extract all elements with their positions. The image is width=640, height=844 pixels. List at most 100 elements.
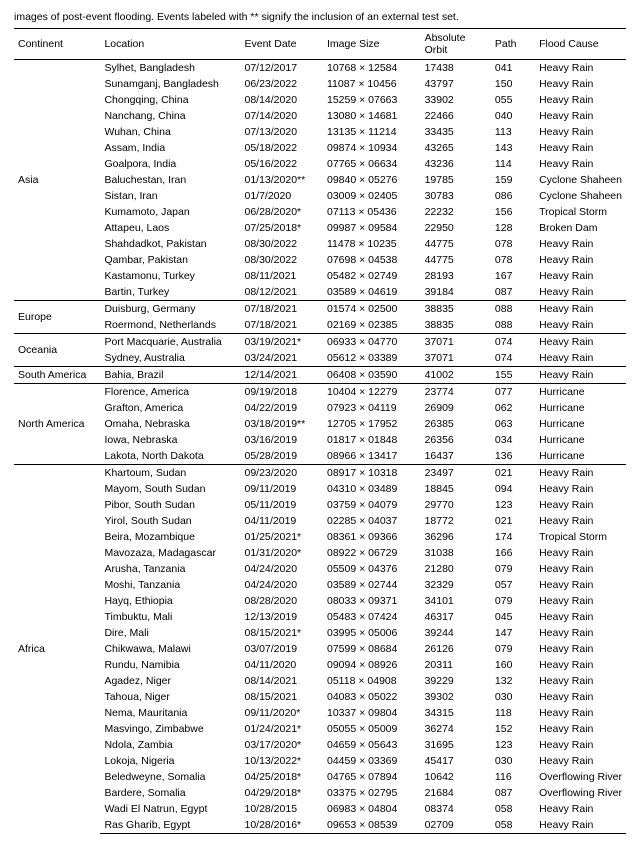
size-cell: 04083 × 05022	[323, 689, 421, 705]
table-row: Chongqing, China08/14/202015259 × 076633…	[14, 92, 626, 108]
date-cell: 09/19/2018	[240, 384, 323, 401]
path-cell: 114	[491, 156, 535, 172]
path-cell: 074	[491, 350, 535, 367]
cause-cell: Heavy Rain	[535, 513, 626, 529]
table-row: Grafton, America04/22/201907923 × 041192…	[14, 400, 626, 416]
table-row: Lakota, North Dakota05/28/201908966 × 13…	[14, 448, 626, 465]
size-cell: 08033 × 09371	[323, 593, 421, 609]
col-path: Path	[491, 29, 535, 60]
cause-cell: Heavy Rain	[535, 367, 626, 384]
orbit-cell: 22950	[421, 220, 491, 236]
date-cell: 08/12/2021	[240, 284, 323, 301]
size-cell: 11087 × 10456	[323, 76, 421, 92]
location-cell: Beira, Mozambique	[100, 529, 240, 545]
date-cell: 07/12/2017	[240, 60, 323, 77]
size-cell: 07599 × 08684	[323, 641, 421, 657]
path-cell: 160	[491, 657, 535, 673]
size-cell: 05509 × 04376	[323, 561, 421, 577]
path-cell: 159	[491, 172, 535, 188]
path-cell: 132	[491, 673, 535, 689]
cause-cell: Heavy Rain	[535, 124, 626, 140]
continent-cell: Europe	[14, 301, 100, 334]
table-row: Roermond, Netherlands07/18/202102169 × 0…	[14, 317, 626, 334]
location-cell: Bartin, Turkey	[100, 284, 240, 301]
table-row: Nanchang, China07/14/202013080 × 1468122…	[14, 108, 626, 124]
date-cell: 08/14/2020	[240, 92, 323, 108]
table-row: AsiaSylhet, Bangladesh07/12/201710768 × …	[14, 60, 626, 77]
size-cell: 03759 × 04079	[323, 497, 421, 513]
path-cell: 058	[491, 801, 535, 817]
col-continent: Continent	[14, 29, 100, 60]
date-cell: 05/18/2022	[240, 140, 323, 156]
path-cell: 087	[491, 284, 535, 301]
orbit-cell: 08374	[421, 801, 491, 817]
path-cell: 155	[491, 367, 535, 384]
cause-cell: Heavy Rain	[535, 721, 626, 737]
location-cell: Shahdadkot, Pakistan	[100, 236, 240, 252]
size-cell: 09840 × 05276	[323, 172, 421, 188]
date-cell: 10/28/2015	[240, 801, 323, 817]
orbit-cell: 46317	[421, 609, 491, 625]
table-row: North AmericaFlorence, America09/19/2018…	[14, 384, 626, 401]
col-location: Location	[100, 29, 240, 60]
cause-cell: Heavy Rain	[535, 673, 626, 689]
date-cell: 12/14/2021	[240, 367, 323, 384]
location-cell: Sylhet, Bangladesh	[100, 60, 240, 77]
table-row: Iowa, Nebraska03/16/201901817 × 01848263…	[14, 432, 626, 448]
location-cell: Duisburg, Germany	[100, 301, 240, 318]
size-cell: 08361 × 09366	[323, 529, 421, 545]
table-row: Ndola, Zambia03/17/2020*04659 × 05643316…	[14, 737, 626, 753]
cause-cell: Heavy Rain	[535, 301, 626, 318]
path-cell: 078	[491, 252, 535, 268]
table-row: Moshi, Tanzania04/24/202003589 × 0274432…	[14, 577, 626, 593]
size-cell: 04459 × 03369	[323, 753, 421, 769]
orbit-cell: 36296	[421, 529, 491, 545]
table-row: Tahoua, Niger08/15/202104083 × 050223930…	[14, 689, 626, 705]
continent-cell: Oceania	[14, 334, 100, 367]
size-cell: 10404 × 12279	[323, 384, 421, 401]
orbit-cell: 23774	[421, 384, 491, 401]
date-cell: 09/23/2020	[240, 465, 323, 482]
cause-cell: Heavy Rain	[535, 465, 626, 482]
size-cell: 05483 × 07424	[323, 609, 421, 625]
path-cell: 045	[491, 609, 535, 625]
table-row: Beira, Mozambique01/25/2021*08361 × 0936…	[14, 529, 626, 545]
table-row: Wadi El Natrun, Egypt10/28/201506983 × 0…	[14, 801, 626, 817]
path-cell: 150	[491, 76, 535, 92]
date-cell: 10/13/2022*	[240, 753, 323, 769]
date-cell: 01/31/2020*	[240, 545, 323, 561]
location-cell: Assam, India	[100, 140, 240, 156]
size-cell: 07765 × 06634	[323, 156, 421, 172]
size-cell: 10337 × 09804	[323, 705, 421, 721]
location-cell: Ndola, Zambia	[100, 737, 240, 753]
col-orbit: Absolute Orbit	[421, 29, 491, 60]
date-cell: 03/18/2019**	[240, 416, 323, 432]
table-row: Ras Gharib, Egypt10/28/2016*09653 × 0853…	[14, 817, 626, 834]
orbit-cell: 33435	[421, 124, 491, 140]
table-row: Assam, India05/18/202209874 × 1093443265…	[14, 140, 626, 156]
location-cell: Rundu, Namibia	[100, 657, 240, 673]
table-row: Yirol, South Sudan04/11/201902285 × 0403…	[14, 513, 626, 529]
table-row: Dire, Mali08/15/2021*03995 × 05006392441…	[14, 625, 626, 641]
path-cell: 040	[491, 108, 535, 124]
orbit-cell: 20311	[421, 657, 491, 673]
cause-cell: Heavy Rain	[535, 737, 626, 753]
continent-cell: South America	[14, 367, 100, 384]
path-cell: 030	[491, 753, 535, 769]
date-cell: 05/16/2022	[240, 156, 323, 172]
cause-cell: Heavy Rain	[535, 497, 626, 513]
path-cell: 088	[491, 317, 535, 334]
date-cell: 06/23/2022	[240, 76, 323, 92]
location-cell: Wuhan, China	[100, 124, 240, 140]
path-cell: 088	[491, 301, 535, 318]
location-cell: Ras Gharib, Egypt	[100, 817, 240, 834]
table-row: Wuhan, China07/13/202013135 × 1121433435…	[14, 124, 626, 140]
date-cell: 04/25/2018*	[240, 769, 323, 785]
date-cell: 10/28/2016*	[240, 817, 323, 834]
location-cell: Pibor, South Sudan	[100, 497, 240, 513]
path-cell: 041	[491, 60, 535, 77]
date-cell: 09/11/2020*	[240, 705, 323, 721]
cause-cell: Heavy Rain	[535, 284, 626, 301]
path-cell: 077	[491, 384, 535, 401]
table-row: Kumamoto, Japan06/28/2020*07113 × 054362…	[14, 204, 626, 220]
